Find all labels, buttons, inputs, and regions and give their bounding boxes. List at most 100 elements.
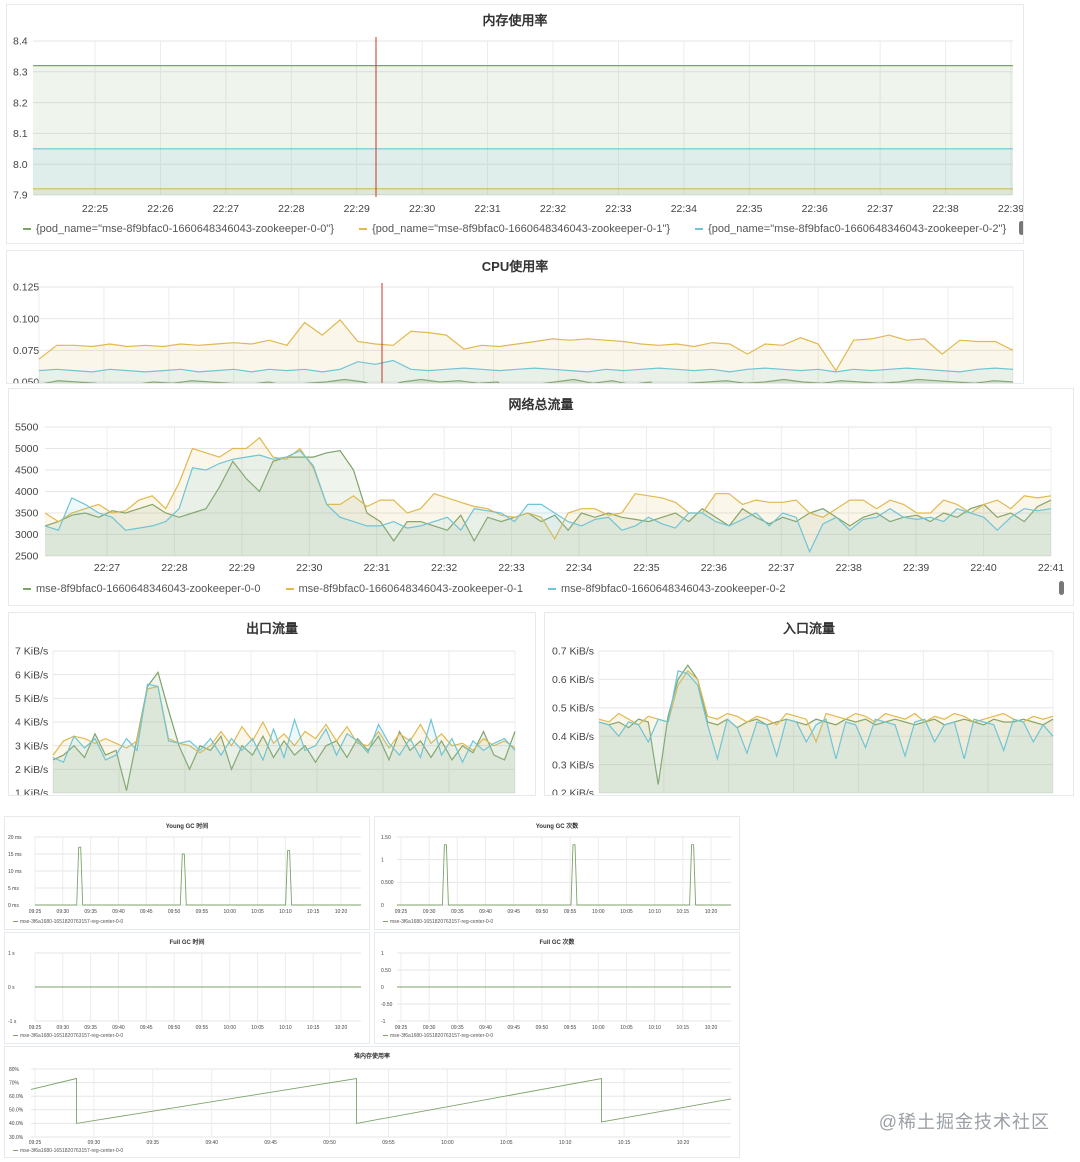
young-gc-count-panel: Young GC 次数 0 0.500 1 1.50 09:25 09:30 09:35 09… [374, 816, 740, 930]
x-tick-label: 09:40 [479, 909, 492, 915]
x-tick-label: 22:38 [836, 562, 862, 574]
y-tick-label: 0.6 KiB/s [552, 674, 594, 686]
x-tick-label: 22:30 [296, 562, 322, 574]
x-tick-label: 09:30 [88, 1140, 101, 1146]
x-tick-label: 09:30 [423, 1025, 436, 1031]
y-tick-label: 0.100 [13, 313, 39, 325]
memory-usage-chart: 7.9 8.0 8.1 8.2 8.3 8.4 22:25 22:26 22:27 22:28 22… [13, 36, 1024, 215]
x-tick-label: 10:15 [677, 1025, 690, 1031]
outbound-traffic-panel: 出口流量 1 KiB/s 2 KiB/s 3 KiB/s 4 KiB/s 5 KiB/s… [8, 612, 536, 796]
legend-scrollbar[interactable] [1019, 221, 1023, 235]
heap-usage-panel: 堆内存使用率 30.0% 40.0% 50.0% 60.0% 70% 80% 09:25 09… [4, 1046, 740, 1158]
y-tick-label: 1 KiB/s [15, 788, 48, 796]
y-tick-label: 0.7 KiB/s [552, 646, 594, 658]
x-tick-label: 09:40 [205, 1140, 218, 1146]
x-tick-label: 22:39 [998, 203, 1024, 215]
memory-usage-panel: 内存使用率 7.9 8.0 8.1 8.2 8.3 8.4 22:25 22:26 22:27 2… [6, 4, 1024, 244]
series-line [38, 319, 1014, 372]
x-tick-label: 09:40 [112, 909, 125, 915]
y-tick-label: 8.1 [13, 128, 28, 140]
legend-item[interactable]: {pod_name="mse-8f9bfac0-1660648346043-zo… [359, 223, 670, 235]
full-gc-count-legend: mse-3f6a1680-1651820763157-reg-center-0-… [383, 1033, 493, 1039]
y-tick-label: 5 ms [8, 886, 19, 892]
y-tick-label: 8.0 [13, 159, 28, 171]
x-tick-label: 10:00 [223, 1025, 236, 1031]
y-tick-label: 60.0% [9, 1094, 24, 1100]
y-tick-label: 3 KiB/s [15, 740, 48, 752]
young-gc-count-title: Young GC 次数 [535, 824, 579, 830]
legend-item[interactable]: mse-8f9bfac0-1660648346043-zookeeper-0-0 [23, 583, 260, 595]
x-tick-label: 09:25 [29, 1025, 42, 1031]
outbound-chart-title: 出口流量 [245, 621, 298, 636]
legend-item[interactable]: mse-8f9bfac0-1660648346043-zookeeper-0-2 [548, 583, 785, 595]
x-tick-label: 10:05 [500, 1140, 513, 1146]
y-tick-label: 0.2 KiB/s [552, 788, 594, 796]
x-tick-label: 22:27 [94, 562, 120, 574]
y-tick-label: 1 [381, 857, 384, 863]
y-tick-label: 3500 [15, 508, 39, 520]
x-tick-label: 22:25 [82, 203, 108, 215]
y-tick-label: 0.50 [381, 968, 391, 974]
y-tick-label: 15 ms [8, 852, 22, 858]
series-area [599, 665, 1053, 793]
legend-label: {pod_name="mse-8f9bfac0-1660648346043-zo… [708, 223, 1007, 235]
y-tick-label: 0 ms [8, 903, 19, 909]
series-line [30, 1077, 732, 1124]
legend-label: {pod_name="mse-8f9bfac0-1660648346043-zo… [372, 223, 671, 235]
y-tick-label: 0.3 KiB/s [552, 759, 594, 771]
y-tick-label: 70% [9, 1080, 20, 1086]
series-line [43, 378, 1014, 383]
x-tick-label: 10:10 [648, 909, 661, 915]
full-gc-count-title: Full GC 次数 [539, 940, 575, 946]
legend-label: mse-8f9bfac0-1660648346043-zookeeper-0-2 [561, 583, 786, 595]
y-tick-label: 2 KiB/s [15, 764, 48, 776]
series-line [35, 846, 361, 906]
x-tick-label: 09:45 [264, 1140, 277, 1146]
full-gc-time-title: Full GC 时间 [169, 940, 205, 946]
x-tick-label: 09:45 [507, 1025, 520, 1031]
x-tick-label: 10:15 [307, 909, 320, 915]
memory-chart-title: 内存使用率 [482, 13, 548, 28]
legend-item[interactable]: {pod_name="mse-8f9bfac0-1660648346043-zo… [695, 223, 1006, 235]
x-tick-label: 09:55 [196, 1025, 209, 1031]
x-tick-label: 10:00 [441, 1140, 454, 1146]
y-tick-label: 0 s [8, 985, 15, 991]
x-tick-label: 22:29 [344, 203, 370, 215]
y-tick-label: 30.0% [9, 1135, 24, 1141]
young-gc-time-title: Young GC 时间 [165, 824, 209, 830]
network-chart-title: 网络总流量 [508, 397, 574, 412]
series-line [598, 664, 1054, 785]
cpu-usage-chart: 0.050 0.075 0.100 0.125 [13, 282, 1014, 383]
y-tick-label: 3000 [15, 529, 39, 541]
x-tick-label: 09:55 [564, 1025, 577, 1031]
y-tick-label: -0.50 [381, 1002, 393, 1008]
x-tick-label: 09:35 [147, 1140, 160, 1146]
x-tick-label: 22:31 [364, 562, 390, 574]
series-area [45, 450, 1051, 556]
watermark-text: @稀土掘金技术社区 [878, 1112, 1050, 1132]
young-gc-time-chart: 0 ms 5 ms 10 ms 15 ms 20 ms 09:25 09:30 09:35 09… [8, 835, 361, 915]
legend-item[interactable]: {pod_name="mse-8f9bfac0-1660648346043-zo… [23, 223, 334, 235]
x-tick-label: 09:40 [112, 1025, 125, 1031]
x-tick-label: 09:30 [423, 909, 436, 915]
legend-item[interactable]: mse-8f9bfac0-1660648346043-zookeeper-0-1 [285, 583, 523, 595]
legend-label: mse-3f6a1680-1651820763157-reg-center-0-… [390, 1033, 494, 1039]
y-tick-label: 1 [381, 951, 384, 957]
x-tick-label: 22:41 [1038, 562, 1064, 574]
x-tick-label: 09:25 [395, 1025, 408, 1031]
x-tick-label: 09:45 [140, 909, 153, 915]
inbound-traffic-panel: 入口流量 0.2 KiB/s 0.3 KiB/s 0.4 KiB/s 0.5 KiB/… [544, 612, 1074, 796]
outbound-traffic-chart: 1 KiB/s 2 KiB/s 3 KiB/s 4 KiB/s 5 KiB/s 6 KiB… [15, 646, 516, 796]
x-tick-label: 10:15 [618, 1140, 631, 1146]
series-area [599, 670, 1053, 793]
x-tick-label: 22:39 [903, 562, 929, 574]
x-tick-label: 10:15 [677, 909, 690, 915]
series-area [33, 148, 1013, 195]
x-tick-label: 10:20 [335, 1025, 348, 1031]
x-tick-label: 10:00 [223, 909, 236, 915]
heap-usage-chart: 30.0% 40.0% 50.0% 60.0% 70% 80% 09:25 09:30 09:3… [9, 1067, 732, 1146]
y-tick-label: 2500 [15, 551, 39, 563]
legend-scrollbar[interactable] [1059, 581, 1064, 595]
y-tick-label: 4 KiB/s [15, 717, 48, 729]
x-tick-label: 22:38 [932, 203, 958, 215]
